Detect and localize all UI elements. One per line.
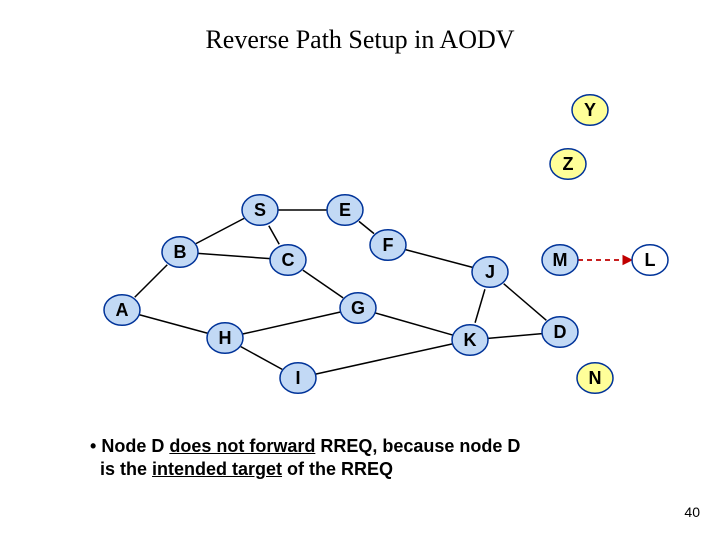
node-label-K: K [464,330,477,350]
slide-number: 40 [684,504,700,520]
caption-text: • Node D does not forward RREQ, because … [90,435,520,482]
node-label-M: M [553,250,568,270]
edge-B-C [198,253,270,258]
node-label-Z: Z [563,154,574,174]
node-label-N: N [589,368,602,388]
edge-G-K [375,313,452,335]
edge-J-D [504,284,547,321]
node-label-B: B [174,242,187,262]
node-label-D: D [554,322,567,342]
node-label-H: H [219,328,232,348]
edge-E-F [359,221,374,233]
edge-H-G [243,312,341,334]
node-label-E: E [339,200,351,220]
edge-A-B [135,265,168,298]
node-label-L: L [645,250,656,270]
edge-F-J [405,250,472,268]
node-label-Y: Y [584,100,596,120]
edge-A-H [139,315,207,334]
edge-S-C [269,226,279,245]
edge-I-K [316,344,453,374]
node-label-C: C [282,250,295,270]
node-label-A: A [116,300,129,320]
edge-H-I [241,347,282,370]
node-label-J: J [485,262,495,282]
node-label-G: G [351,298,365,318]
edge-J-K [475,289,485,322]
edge-K-D [488,334,542,339]
node-label-I: I [295,368,300,388]
edge-B-S [196,218,244,243]
edge-C-G [303,270,343,298]
node-label-S: S [254,200,266,220]
node-label-F: F [383,235,394,255]
